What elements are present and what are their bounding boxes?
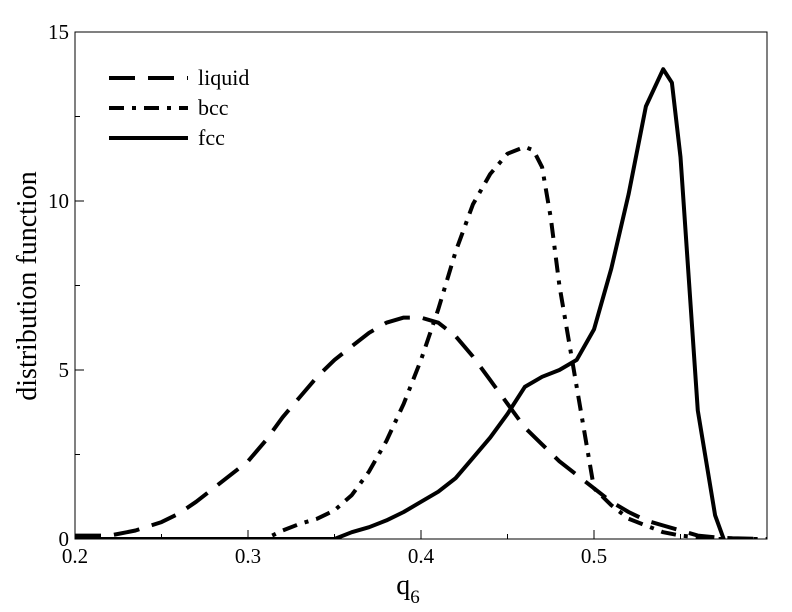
x-tick-label: 0.2 (62, 544, 88, 568)
plot-frame (74, 31, 768, 540)
x-tick-label: 0.5 (581, 544, 607, 568)
x-axis-label: q6 (396, 570, 420, 608)
y-axis-label: distribution function (12, 171, 43, 400)
series-line-fcc (75, 67, 726, 539)
y-tick-label: 5 (59, 358, 70, 382)
y-tick-label: 15 (48, 20, 69, 44)
x-axis-label-subscript: 6 (410, 587, 420, 608)
series-line-liquid (75, 315, 767, 539)
legend-label-bcc: bcc (198, 95, 229, 120)
legend: liquid bcc fcc (109, 65, 249, 150)
y-tick-label: 0 (59, 527, 70, 551)
legend-label-fcc: fcc (198, 125, 225, 150)
legend-label-liquid: liquid (198, 65, 249, 90)
y-tick-label: 10 (48, 189, 69, 213)
series-line-bcc (75, 144, 767, 539)
x-tick-label: 0.4 (408, 544, 435, 568)
x-tick-label: 0.3 (235, 544, 261, 568)
